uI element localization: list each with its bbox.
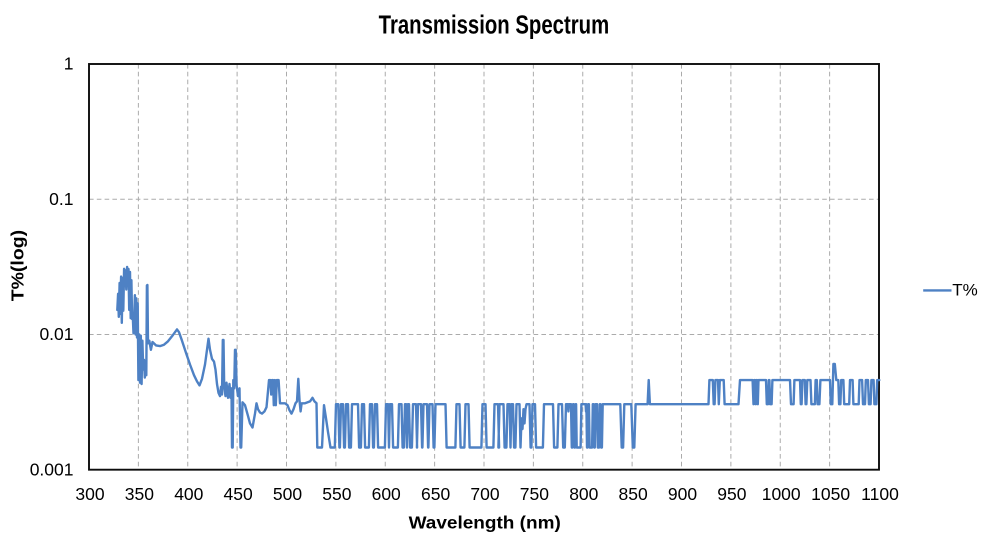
svg-text:300: 300 bbox=[75, 484, 104, 504]
svg-text:650: 650 bbox=[421, 484, 450, 504]
svg-text:T%(log): T%(log) bbox=[8, 230, 28, 301]
svg-text:700: 700 bbox=[470, 484, 499, 504]
svg-text:1000: 1000 bbox=[762, 484, 801, 504]
svg-text:Wavelength (nm): Wavelength (nm) bbox=[409, 512, 561, 532]
svg-text:0.01: 0.01 bbox=[39, 324, 73, 344]
svg-text:0.1: 0.1 bbox=[49, 189, 73, 209]
svg-text:750: 750 bbox=[520, 484, 549, 504]
svg-text:1050: 1050 bbox=[811, 484, 850, 504]
svg-text:400: 400 bbox=[174, 484, 203, 504]
svg-text:850: 850 bbox=[618, 484, 647, 504]
svg-text:350: 350 bbox=[125, 484, 154, 504]
svg-text:1100: 1100 bbox=[861, 484, 899, 504]
svg-text:800: 800 bbox=[569, 484, 598, 504]
svg-text:600: 600 bbox=[372, 484, 401, 504]
svg-text:450: 450 bbox=[223, 484, 252, 504]
svg-text:Transmission Spectrum: Transmission Spectrum bbox=[379, 12, 610, 40]
svg-text:950: 950 bbox=[717, 484, 746, 504]
svg-text:0.001: 0.001 bbox=[30, 459, 74, 479]
svg-text:T%: T% bbox=[952, 281, 978, 300]
svg-text:500: 500 bbox=[273, 484, 302, 504]
svg-text:900: 900 bbox=[668, 484, 697, 504]
svg-text:1: 1 bbox=[64, 54, 74, 74]
svg-text:550: 550 bbox=[322, 484, 351, 504]
